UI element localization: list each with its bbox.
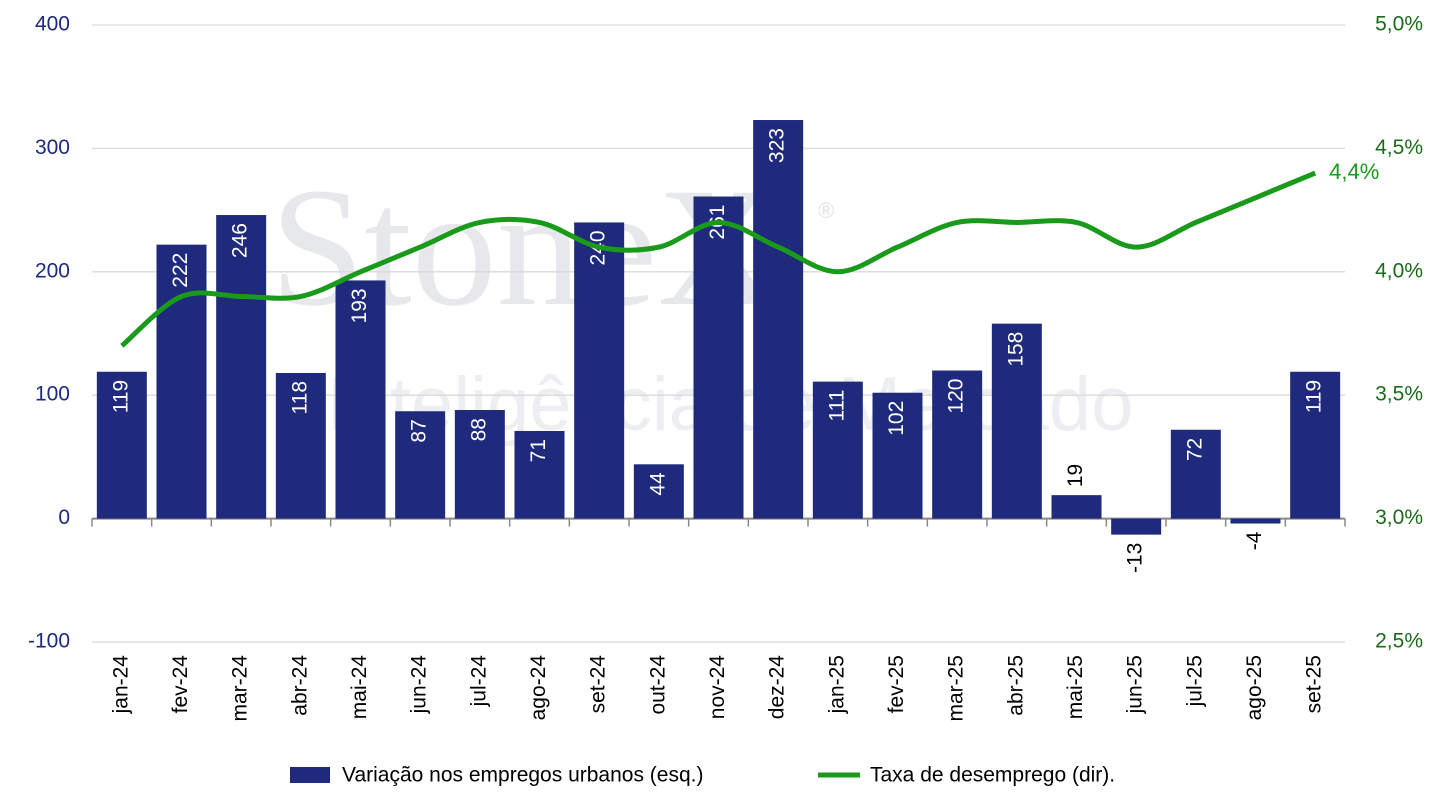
x-tick-label: abr-25 <box>1004 655 1027 716</box>
y2-tick-label: 5,0% <box>1375 13 1423 36</box>
x-tick-label: out-24 <box>646 655 669 715</box>
bar <box>1230 518 1281 524</box>
watermark: ® <box>818 198 834 223</box>
x-tick-label: ago-24 <box>527 655 550 721</box>
bar-value-label: 119 <box>1303 380 1326 413</box>
x-tick-label: mar-25 <box>945 655 968 722</box>
y2-tick-label: 3,0% <box>1375 506 1423 529</box>
y-tick-label: 100 <box>35 383 70 406</box>
bar-value-label: 120 <box>945 379 968 414</box>
bar-value-label: -4 <box>1243 531 1266 550</box>
x-tick-label: fev-24 <box>169 655 192 714</box>
y-tick-label: 400 <box>35 13 70 36</box>
bar <box>1170 429 1221 519</box>
y-tick-label: 200 <box>35 259 70 282</box>
bar-value-label: 88 <box>467 418 490 441</box>
bar <box>633 464 684 519</box>
bar-value-label: 44 <box>646 472 669 496</box>
bar <box>514 430 565 519</box>
x-tick-label: jul-24 <box>467 655 490 708</box>
bar <box>395 411 446 519</box>
x-tick-label: set-24 <box>587 655 610 714</box>
bar <box>1051 495 1102 519</box>
bar <box>156 244 207 519</box>
x-tick-label: nov-24 <box>706 655 729 720</box>
x-tick-label: abr-24 <box>288 655 311 716</box>
x-tick-label: mai-25 <box>1064 655 1087 719</box>
x-tick-label: jan-25 <box>825 655 848 714</box>
bar <box>574 222 625 519</box>
bar-value-label: 102 <box>885 401 908 436</box>
y2-tick-label: 4,0% <box>1375 259 1423 282</box>
line <box>120 170 1317 348</box>
legend-swatch <box>290 767 330 783</box>
x-tick-label: mar-24 <box>229 655 252 722</box>
bar <box>216 215 267 519</box>
bar-value-label: 193 <box>348 288 371 323</box>
bar <box>96 371 147 519</box>
x-tick-label: mai-24 <box>348 655 371 720</box>
x-tick-label: dez-24 <box>766 655 789 720</box>
bar-value-label: 323 <box>766 128 789 163</box>
bar <box>454 410 505 519</box>
bar-value-label: 222 <box>169 253 192 288</box>
legend-label: Variação nos empregos urbanos (esq.) <box>342 764 703 787</box>
bar-value-label: 118 <box>288 381 311 414</box>
x-tick-label: jun-25 <box>1124 655 1147 714</box>
line-value-label: 4,4% <box>1329 159 1379 184</box>
y2-tick-label: 4,5% <box>1375 136 1423 159</box>
bar-value-label: 246 <box>229 223 252 258</box>
bar-value-label: 19 <box>1064 464 1087 487</box>
bar-value-label: -13 <box>1124 543 1147 573</box>
bar-value-label: 158 <box>1004 332 1027 367</box>
x-tick-label: jul-25 <box>1183 655 1206 707</box>
x-tick-label: set-25 <box>1303 655 1326 713</box>
y2-tick-label: 3,5% <box>1375 383 1423 406</box>
legend-label: Taxa de desemprego (dir). <box>870 764 1115 787</box>
bar <box>753 120 804 519</box>
bar-value-label: 71 <box>527 439 550 462</box>
bar-value-label: 119 <box>109 380 132 413</box>
y-tick-label: 0 <box>58 506 70 529</box>
bar <box>693 196 744 519</box>
bar <box>932 370 983 519</box>
bar-value-label: 111 <box>825 390 848 422</box>
bar <box>335 280 386 519</box>
y-tick-label: -100 <box>28 630 70 653</box>
x-tick-label: ago-25 <box>1243 655 1266 720</box>
bar <box>991 323 1042 519</box>
bar <box>275 372 326 519</box>
bar <box>812 381 863 519</box>
x-tick-label: fev-25 <box>885 655 908 713</box>
bar <box>1111 518 1162 535</box>
bar <box>1290 371 1341 519</box>
bar-value-label: 87 <box>408 419 431 442</box>
bar-value-label: 72 <box>1183 438 1206 461</box>
x-tick-label: jan-24 <box>109 655 132 715</box>
y2-tick-label: 2,5% <box>1375 630 1423 653</box>
bar <box>872 392 923 519</box>
x-tick-label: jun-24 <box>408 655 431 715</box>
y-tick-label: 300 <box>35 136 70 159</box>
